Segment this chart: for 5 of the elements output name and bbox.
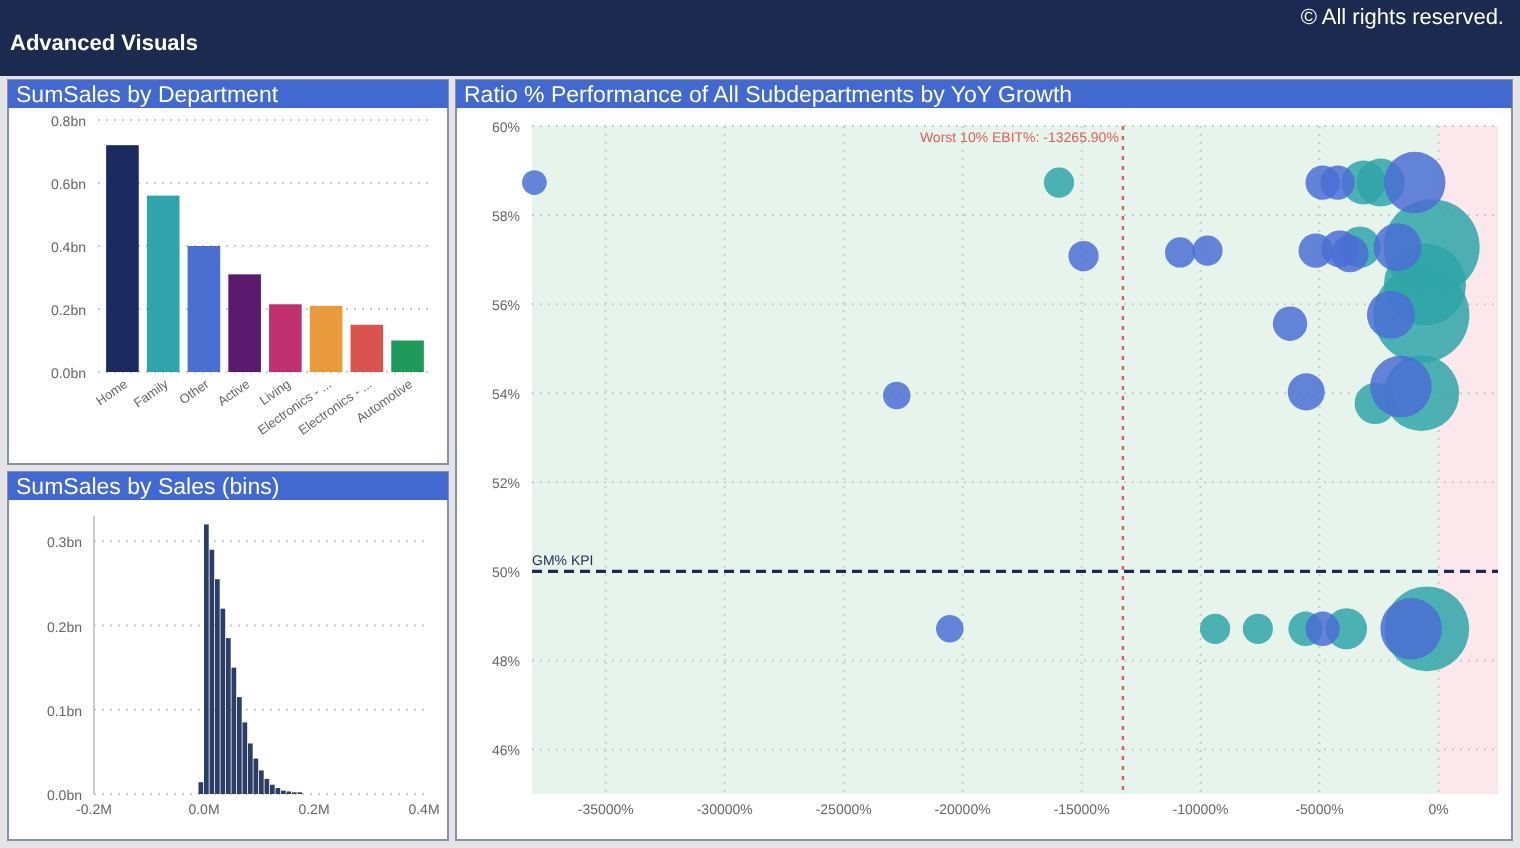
chart-title: Ratio % Performance of All Subdepartments by YoY Growth bbox=[464, 84, 1073, 108]
chart-title: SumSales by Department bbox=[16, 84, 280, 108]
text: © All rights reserved. bbox=[1300, 6, 1504, 30]
text: Advanced Visuals bbox=[10, 32, 198, 56]
chart-title: SumSales by Sales (bins) bbox=[16, 476, 280, 500]
